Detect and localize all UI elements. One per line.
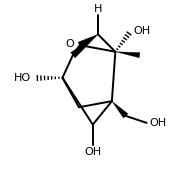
Text: H: H	[94, 4, 102, 14]
Polygon shape	[112, 101, 128, 118]
Text: OH: OH	[84, 147, 101, 157]
Polygon shape	[71, 34, 98, 58]
Text: OH: OH	[149, 118, 166, 128]
Text: HO: HO	[14, 73, 31, 83]
Polygon shape	[78, 34, 98, 48]
Polygon shape	[115, 52, 140, 58]
Text: O: O	[66, 40, 75, 49]
Text: OH: OH	[133, 26, 151, 36]
